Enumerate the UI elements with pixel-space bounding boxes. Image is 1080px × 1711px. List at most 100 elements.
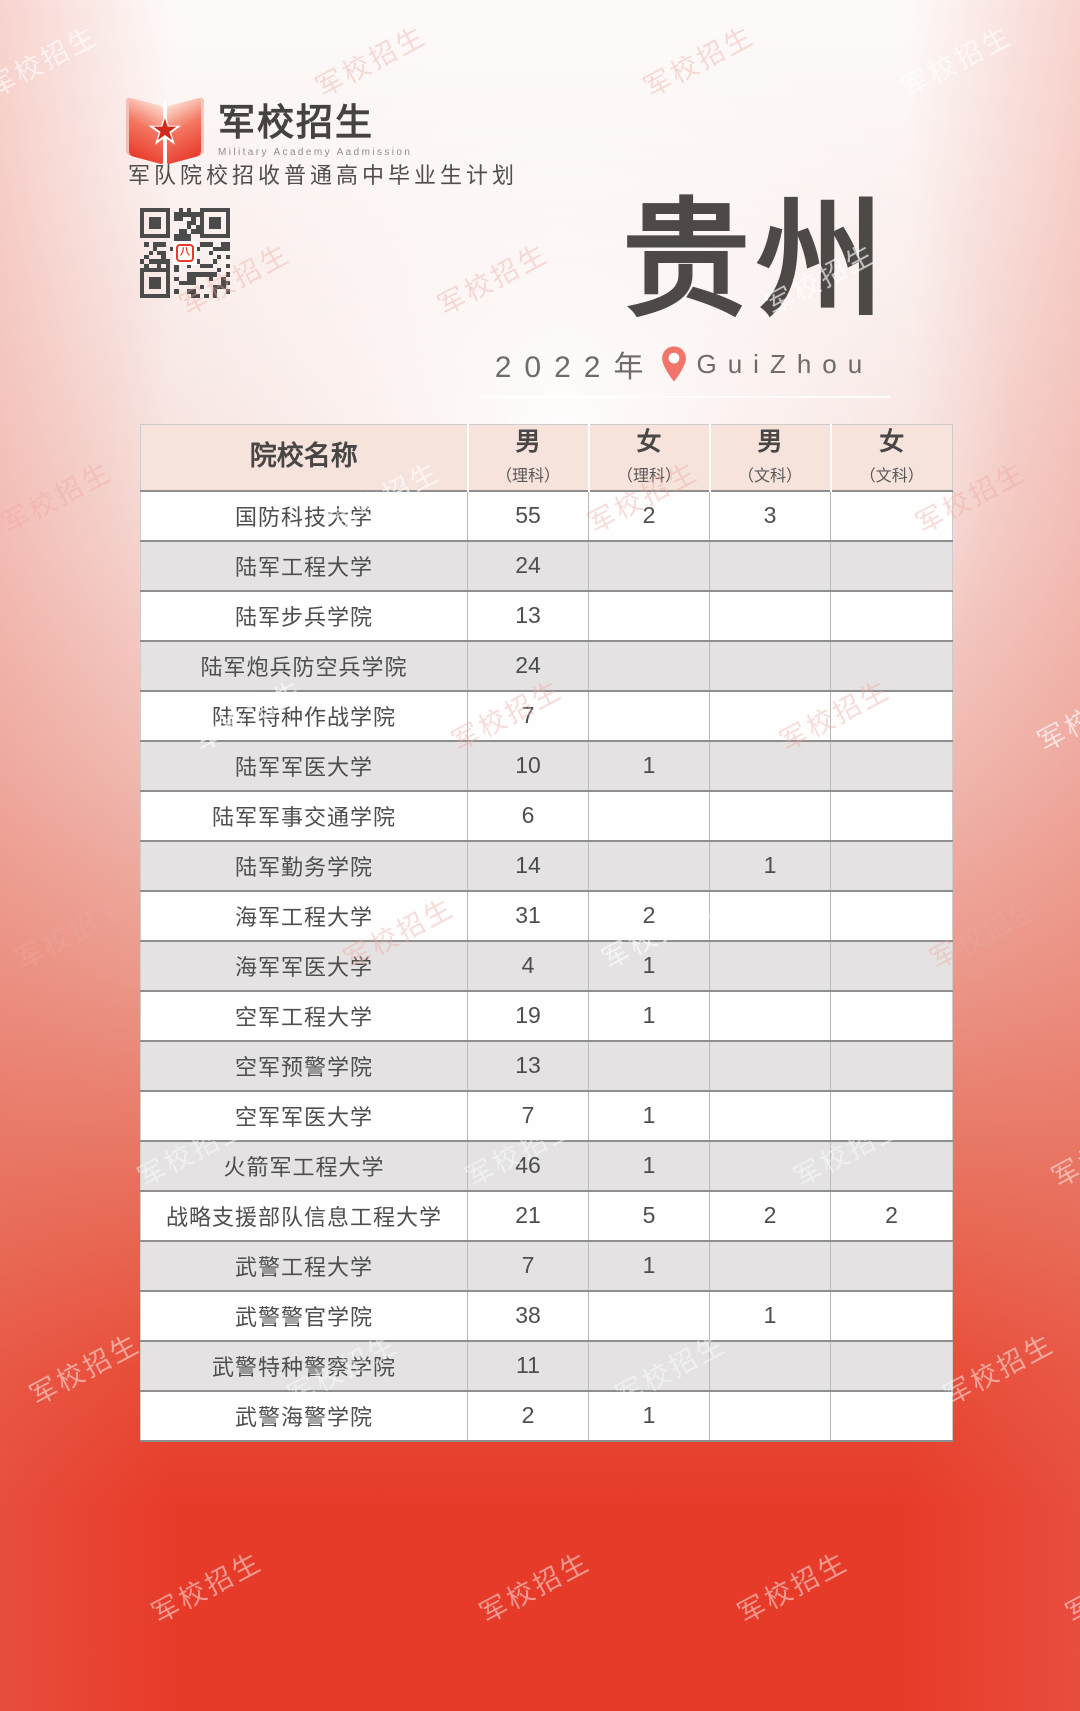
quota-cell [830, 589, 953, 641]
table-row: 空军工程大学 19 1 [140, 989, 953, 1041]
column-subtitle: （理科） [616, 467, 681, 485]
quota-cell [709, 539, 831, 591]
qr-module [199, 216, 205, 221]
qr-module [174, 212, 179, 217]
qr-module [221, 208, 226, 213]
quota-cell: 13 [467, 589, 589, 641]
qr-module [225, 263, 230, 268]
qr-module [187, 212, 192, 217]
qr-module [148, 259, 153, 264]
qr-module [152, 285, 158, 290]
qr-module [144, 293, 149, 298]
column-title: 男 [515, 428, 541, 456]
qr-module [161, 255, 166, 260]
qr-module [225, 225, 230, 230]
qr-module [140, 216, 145, 221]
star-icon-inner: ★ [151, 114, 179, 148]
qr-module [208, 276, 213, 281]
table-row: 陆军特种作战学院 7 [140, 689, 953, 741]
qr-module [157, 263, 162, 268]
qr-module [187, 289, 192, 294]
school-name-cell: 陆军炮兵防空兵学院 [140, 639, 468, 691]
qr-module [199, 229, 205, 234]
school-name-cell: 陆军特种作战学院 [140, 689, 468, 741]
qr-module [191, 272, 196, 277]
quota-cell: 7 [467, 1089, 589, 1141]
qr-module [187, 233, 192, 238]
qr-module [152, 280, 158, 286]
quota-cell: 2 [830, 1189, 953, 1241]
qr-module [157, 225, 162, 230]
qr-module [152, 293, 158, 298]
qr-module [144, 267, 149, 273]
school-name-cell: 空军预警学院 [140, 1039, 468, 1091]
qr-module [191, 280, 196, 286]
quota-cell: 55 [467, 489, 589, 541]
quota-cell [709, 889, 831, 941]
qr-module [157, 276, 162, 281]
province-title: 贵州 [621, 190, 890, 332]
qr-module [174, 263, 179, 268]
brand-block: ★ ★ 军校招生 Military Academy Aadmission 军队院… [128, 97, 514, 298]
qr-module [204, 263, 209, 268]
table-header-row: 院校名称 男 （理科） 女 （理科） 男 （文科） 女 （文科） [140, 424, 953, 491]
qr-module [187, 276, 192, 281]
qr-module [225, 280, 230, 286]
quota-cell [709, 1389, 831, 1441]
qr-module [165, 293, 170, 298]
qr-module [191, 212, 196, 217]
qr-module [225, 272, 230, 277]
qr-module [174, 216, 179, 221]
quota-cell: 6 [467, 789, 589, 841]
qr-module [208, 263, 213, 268]
qr-module [152, 208, 158, 213]
quota-cell: 19 [467, 989, 589, 1041]
table-row: 武警工程大学 7 1 [140, 1239, 953, 1291]
qr-module [217, 220, 222, 226]
qr-module [225, 212, 230, 217]
qr-module [199, 225, 205, 230]
qr-module [157, 280, 162, 286]
qr-module [161, 242, 166, 247]
quota-cell [830, 1389, 953, 1441]
qr-module [212, 272, 218, 277]
quota-cell: 7 [467, 689, 589, 741]
qr-module [165, 280, 170, 286]
table-row: 空军预警学院 13 [140, 1039, 953, 1091]
qr-module [187, 263, 192, 268]
qr-module [199, 285, 205, 290]
school-name-cell: 陆军工程大学 [140, 539, 468, 591]
qr-module [161, 259, 166, 264]
table-row: 陆军勤务学院 14 1 [140, 839, 953, 891]
qr-module [212, 285, 218, 290]
quota-cell: 7 [467, 1239, 589, 1291]
qr-module [140, 259, 145, 264]
qr-module [187, 220, 192, 226]
qr-module [208, 272, 213, 277]
qr-module [212, 293, 218, 298]
qr-module [191, 276, 196, 281]
qr-module [157, 267, 162, 273]
qr-module [165, 233, 170, 238]
quota-cell [588, 1339, 710, 1391]
school-name-cell: 武警特种警察学院 [140, 1339, 468, 1391]
book-spine [163, 100, 167, 164]
column-title: 女 [636, 428, 662, 456]
quota-cell [588, 689, 710, 741]
qr-module [148, 285, 153, 290]
qr-module [140, 285, 145, 290]
qr-module [140, 280, 145, 286]
qr-module [140, 272, 145, 277]
quota-cell [588, 839, 710, 891]
qr-module [221, 242, 226, 247]
qr-module [174, 233, 179, 238]
qr-module [187, 237, 192, 243]
qr-module [204, 242, 209, 247]
qr-module [157, 285, 162, 290]
qr-module [178, 208, 183, 213]
qr-module [148, 220, 153, 226]
qr-module [140, 208, 145, 213]
qr-module [221, 233, 226, 238]
quota-cell: 1 [709, 1289, 831, 1341]
qr-module [144, 233, 149, 238]
